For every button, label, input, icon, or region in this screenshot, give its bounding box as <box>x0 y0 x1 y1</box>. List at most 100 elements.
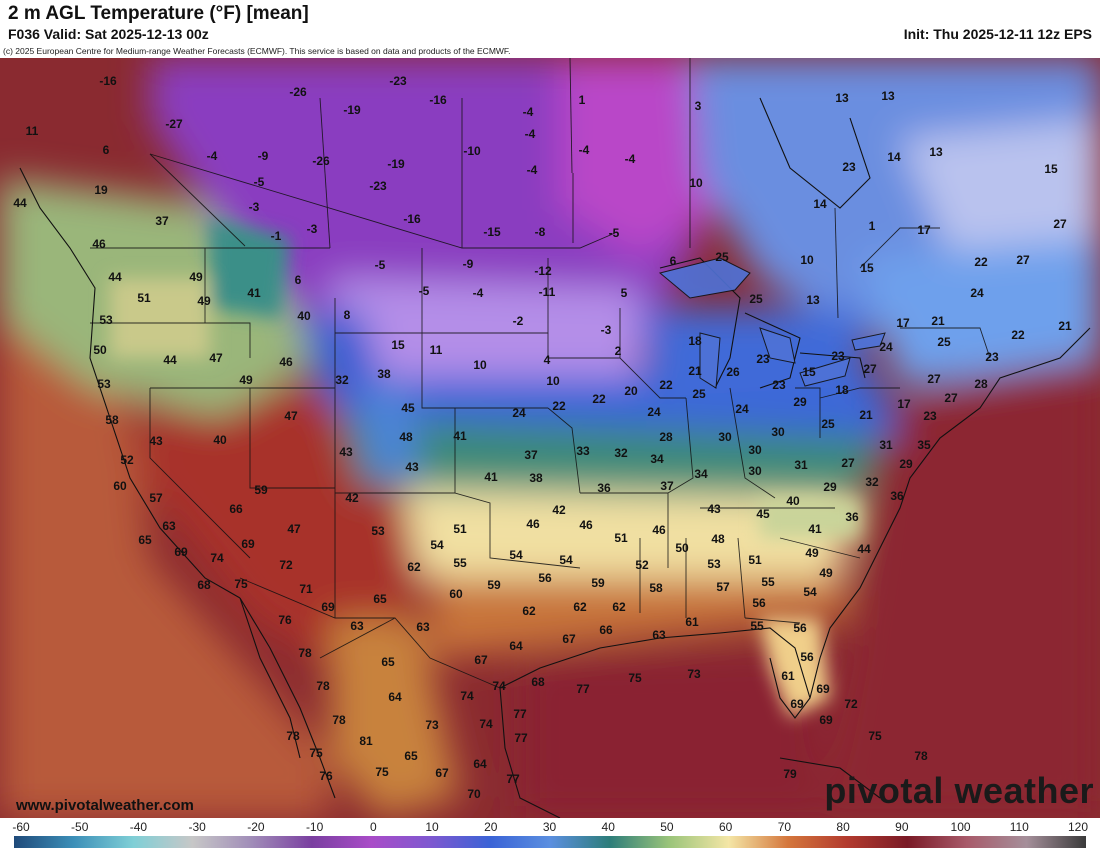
pivotal-weather-logo: pivotal weather <box>824 770 1094 811</box>
temperature-label: 17 <box>917 223 931 237</box>
temperature-label: 51 <box>453 522 467 536</box>
temperature-label: 72 <box>844 697 858 711</box>
temperature-label: 48 <box>711 532 725 546</box>
temperature-label: 3 <box>694 99 702 113</box>
temperature-label: 13 <box>881 89 895 103</box>
temperature-label: 10 <box>473 358 487 372</box>
temperature-label: 62 <box>612 600 626 614</box>
temperature-label: 15 <box>1044 162 1058 176</box>
temperature-label: 37 <box>660 479 674 493</box>
temperature-label: 28 <box>659 430 673 444</box>
temperature-label: 24 <box>970 286 984 300</box>
temperature-label: 40 <box>213 433 227 447</box>
temperature-label: 66 <box>229 502 243 516</box>
temperature-label: 29 <box>823 480 837 494</box>
temperature-label: 58 <box>649 581 663 595</box>
temperature-label: 30 <box>771 425 785 439</box>
legend-tick: 110 <box>1009 820 1029 834</box>
temperature-label: -5 <box>418 284 430 298</box>
temperature-label: 36 <box>845 510 859 524</box>
temperature-label: 51 <box>137 291 151 305</box>
temperature-label: 51 <box>748 553 762 567</box>
temperature-label: 72 <box>279 558 293 572</box>
temperature-label: 41 <box>484 470 498 484</box>
legend-tick: 30 <box>542 820 557 834</box>
temperature-label: -3 <box>600 323 612 337</box>
temperature-label: 27 <box>927 372 941 386</box>
temperature-label: 73 <box>687 667 701 681</box>
temperature-label: -26 <box>289 85 307 99</box>
temperature-label: 50 <box>93 343 107 357</box>
temperature-label: 8 <box>343 308 351 322</box>
temperature-label: 65 <box>404 749 418 763</box>
legend-tick: 100 <box>950 820 971 834</box>
temperature-label: -26 <box>312 154 330 168</box>
temperature-label: 78 <box>286 729 300 743</box>
legend-tick: -40 <box>129 820 148 834</box>
temperature-label: 22 <box>552 399 566 413</box>
temperature-label: -4 <box>624 152 636 166</box>
temperature-label: 57 <box>716 580 730 594</box>
map-title: 2 m AGL Temperature (°F) [mean] <box>8 3 309 24</box>
temperature-label: 46 <box>279 355 293 369</box>
temperature-label: 25 <box>749 292 763 306</box>
chart-header: 2 m AGL Temperature (°F) [mean] F036 Val… <box>0 0 1100 58</box>
temperature-label: 43 <box>707 502 721 516</box>
temperature-label: 23 <box>756 352 770 366</box>
temperature-label: 62 <box>407 560 421 574</box>
temperature-label: -3 <box>248 200 260 214</box>
temperature-label: -23 <box>389 74 407 88</box>
temperature-label: 66 <box>599 623 613 637</box>
temperature-label: 75 <box>868 729 882 743</box>
temperature-label: -4 <box>524 127 536 141</box>
temperature-label: 23 <box>842 160 856 174</box>
temperature-label: 13 <box>929 145 943 159</box>
temperature-label: 5 <box>620 286 628 300</box>
temperature-label: 56 <box>538 571 552 585</box>
legend-tick: -60 <box>12 820 30 834</box>
temperature-label: 23 <box>985 350 999 364</box>
temperature-label: 21 <box>1058 319 1072 333</box>
temperature-label: 27 <box>944 391 958 405</box>
temperature-label: 63 <box>416 620 430 634</box>
temperature-label: -11 <box>538 285 556 299</box>
temperature-label: -27 <box>165 117 183 131</box>
legend-tick: 80 <box>836 820 850 834</box>
temperature-label: 43 <box>339 445 353 459</box>
temperature-label: 64 <box>473 757 487 771</box>
temperature-label: 14 <box>813 197 827 211</box>
temperature-label: 59 <box>591 576 605 590</box>
temperature-label: 31 <box>794 458 808 472</box>
temperature-label: 44 <box>108 270 122 284</box>
temperature-label: 54 <box>803 585 817 599</box>
temperature-label: 41 <box>247 286 261 300</box>
temperature-label: 69 <box>174 545 188 559</box>
legend-tick: -50 <box>71 820 89 834</box>
temperature-label: 54 <box>509 548 523 562</box>
temperature-label: 6 <box>669 254 677 268</box>
temperature-label: 38 <box>529 471 543 485</box>
temperature-label: 20 <box>624 384 638 398</box>
temperature-label: 6 <box>102 143 110 157</box>
temperature-label: 59 <box>487 578 501 592</box>
temperature-label: 41 <box>453 429 467 443</box>
temperature-label: 44 <box>13 196 27 210</box>
temperature-label: 74 <box>479 717 493 731</box>
legend-tick: -30 <box>188 820 206 834</box>
temperature-label: 18 <box>688 334 702 348</box>
temperature-label: 71 <box>299 582 313 596</box>
temperature-label: 4 <box>543 353 551 367</box>
temperature-label: 10 <box>800 253 814 267</box>
temperature-label: 55 <box>761 575 775 589</box>
temperature-label: 24 <box>647 405 661 419</box>
temperature-labels: -16 -23 -26 -16 1 3 13 13 11 -27 -19 -4 -4 6 -4 -9 -26 -1… <box>0 58 1100 818</box>
temperature-label: 76 <box>319 769 333 783</box>
temperature-label: -12 <box>534 264 552 278</box>
temperature-label: 75 <box>375 765 389 779</box>
temperature-label: 35 <box>917 438 931 452</box>
temperature-map: -16 -23 -26 -16 1 3 13 13 11 -27 -19 -4 -4 6 -4 -9 -26 -1… <box>0 58 1100 818</box>
temperature-label: 53 <box>371 524 385 538</box>
ecmwf-credit: (c) 2025 European Centre for Medium-rang… <box>3 46 511 56</box>
temperature-label: 18 <box>835 383 849 397</box>
valid-time: F036 Valid: Sat 2025-12-13 00z <box>8 26 209 42</box>
